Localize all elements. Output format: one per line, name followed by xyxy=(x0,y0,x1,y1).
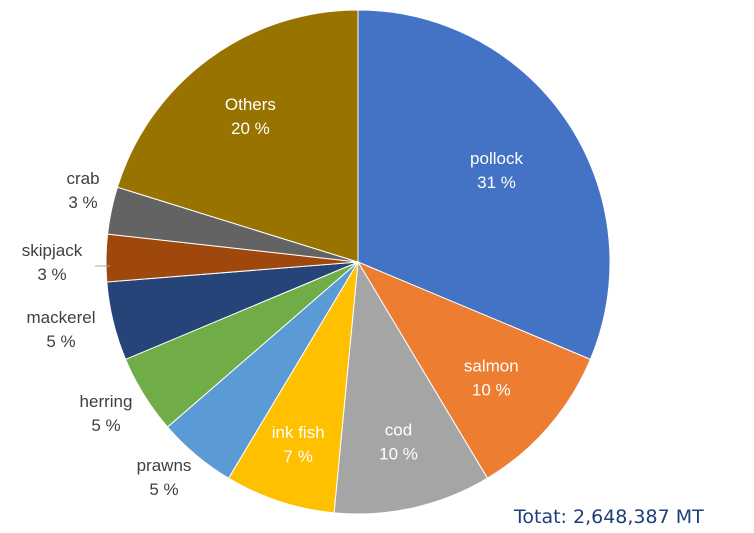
slice-percent-ink-fish: 7 % xyxy=(284,447,313,466)
total-label: Totat: 2,648,387 MT xyxy=(514,506,704,528)
slice-name-others: Others xyxy=(225,95,276,114)
pie-slice-others xyxy=(116,9,359,263)
slice-percent-prawns: 5 % xyxy=(149,480,178,499)
slice-percent-mackerel: 5 % xyxy=(46,332,75,351)
slice-name-prawns: prawns xyxy=(137,456,192,475)
slice-name-salmon: salmon xyxy=(464,357,519,376)
slice-percent-crab: 3 % xyxy=(68,193,97,212)
pie-slice-salmon xyxy=(356,260,592,479)
slice-percent-herring: 5 % xyxy=(91,416,120,435)
pie-slice-pollock xyxy=(357,9,611,361)
slice-name-pollock: pollock xyxy=(470,149,523,168)
slice-name-skipjack: skipjack xyxy=(22,241,83,260)
slice-percent-others: 20 % xyxy=(231,119,270,138)
slice-name-crab: crab xyxy=(66,169,99,188)
slice-name-cod: cod xyxy=(385,420,412,439)
slice-name-ink-fish: ink fish xyxy=(272,423,325,442)
pie-slice-cod xyxy=(333,260,489,515)
slice-percent-cod: 10 % xyxy=(379,444,418,463)
slice-name-herring: herring xyxy=(80,392,133,411)
slice-percent-pollock: 31 % xyxy=(477,173,516,192)
slice-percent-skipjack: 3 % xyxy=(37,265,66,284)
slice-percent-salmon: 10 % xyxy=(472,381,511,400)
slice-name-mackerel: mackerel xyxy=(27,308,96,327)
pie-slice-ink-fish xyxy=(227,261,359,514)
